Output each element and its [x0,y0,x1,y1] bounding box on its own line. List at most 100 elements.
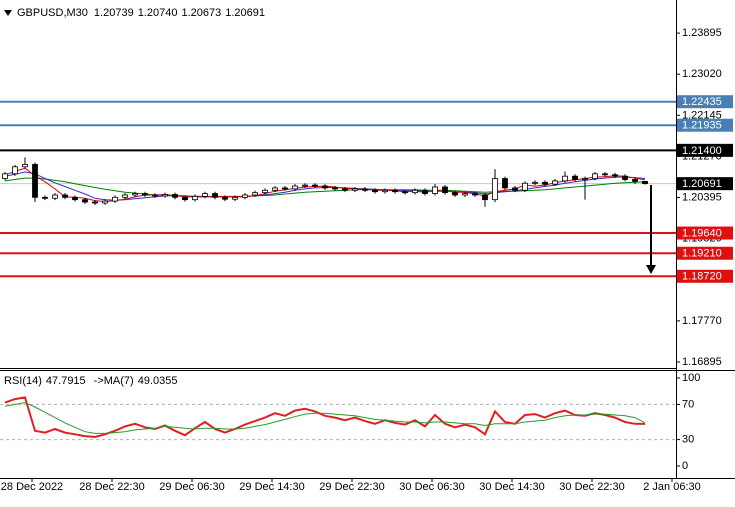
current-price-label: 1.20691 [682,178,722,190]
candle-body [202,193,208,197]
candle-body [22,164,28,168]
y-tick-label: 1.23020 [682,68,722,80]
x-tick-label: 30 Dec 22:30 [559,481,624,493]
indicator-name: RSI(14) [4,375,42,387]
candle-body [342,188,348,191]
candle-body [422,189,428,194]
candle-body [142,193,148,196]
price-level-tag [677,95,733,109]
candle-body [372,189,378,193]
price-level-label: 1.19640 [682,227,722,239]
candle-body [62,194,68,198]
candle-body [602,173,608,176]
candle-body [2,173,8,179]
candle-body [402,191,408,194]
candle-body [82,199,88,203]
price-level-tag [677,269,733,283]
candle-body [122,194,128,198]
symbol: GBPUSD,M30 [17,7,88,19]
candle-body [162,194,168,197]
candle-body [112,196,118,202]
ma-name: ->MA(7) [94,375,134,387]
candle-body [462,193,468,196]
y-tick-label: 1.17770 [682,315,722,327]
candle-body [482,194,488,201]
candle-body [242,194,248,198]
ohlc: 1.20673 [181,7,221,19]
candle-body [272,187,278,191]
current-price-tag [677,177,733,191]
price-level-label: 1.18720 [682,271,722,283]
candle-body [442,186,448,194]
candle-body [362,188,368,191]
candle-body [292,185,298,190]
x-tick-label: 30 Dec 14:30 [479,481,544,493]
y-tick-label: 70 [682,398,694,410]
price-level-tag [677,143,733,157]
candle-body [222,196,228,200]
candle-body [622,175,628,180]
moving-average [4,177,646,197]
candle-body [252,192,258,196]
y-tick-label: 1.23895 [682,27,722,39]
ohlc: 1.20740 [138,7,178,19]
x-tick-label: 29 Dec 14:30 [239,481,304,493]
candle-body [102,200,108,204]
candle-body [332,187,338,190]
forecast-arrowhead [646,265,656,274]
candle-body [182,196,188,201]
x-tick-label: 28 Dec 22:30 [79,481,144,493]
ohlc: 1.20691 [225,7,265,19]
rsi-header: RSI(14) 47.7915 ->MA(7) 49.0355 [4,375,177,387]
price-level-label: 1.21400 [682,145,722,157]
candle-body [562,175,568,182]
candle-body [472,193,478,196]
candle-body [412,189,418,194]
candle-body [152,194,158,197]
candle-body [612,174,618,177]
x-tick-label: 30 Dec 06:30 [399,481,464,493]
candle-body [572,175,578,180]
candle-body [192,195,198,201]
x-tick-label: 29 Dec 06:30 [159,481,224,493]
candle-body [32,164,38,198]
candle-body [452,192,458,196]
candle-body [432,186,438,194]
price-level-label: 1.22435 [682,96,722,108]
y-tick-label: 1.22145 [682,109,722,121]
price-level-label: 1.21935 [682,120,722,132]
y-tick-label: 0 [682,460,688,472]
x-tick-label: 2 Jan 06:30 [643,481,701,493]
candle-body [72,196,78,201]
candle-body [12,166,18,175]
candle-body [42,196,48,199]
candle-body [552,180,558,185]
price-level-tag [677,118,733,132]
candle-body [132,193,138,196]
candle-body [262,189,268,194]
candle-body [322,185,328,189]
x-tick-label: 28 Dec 2022 [1,481,63,493]
indicator-value: 47.7915 [46,375,86,387]
collapse-icon [4,10,12,16]
ma-value: 49.0355 [138,375,178,387]
x-tick-label: 29 Dec 22:30 [319,481,384,493]
candle-body [642,181,648,185]
indicator-line [4,396,646,439]
y-tick-label: 1.16895 [682,356,722,368]
candle-body [492,178,498,201]
candle-body [172,194,178,198]
y-tick-label: 30 [682,434,694,446]
candle-body [352,188,358,191]
candle-body [542,181,548,185]
candle-body [52,194,58,199]
candle-body [212,193,218,198]
candle-body [302,184,308,187]
candle-body [522,182,528,191]
price-level-tag [677,246,733,260]
chart-header: GBPUSD,M30 1.20739 1.20740 1.20673 1.20691 [17,7,265,19]
y-tick-label: 1.20395 [682,191,722,203]
y-tick-label: 100 [682,372,700,384]
